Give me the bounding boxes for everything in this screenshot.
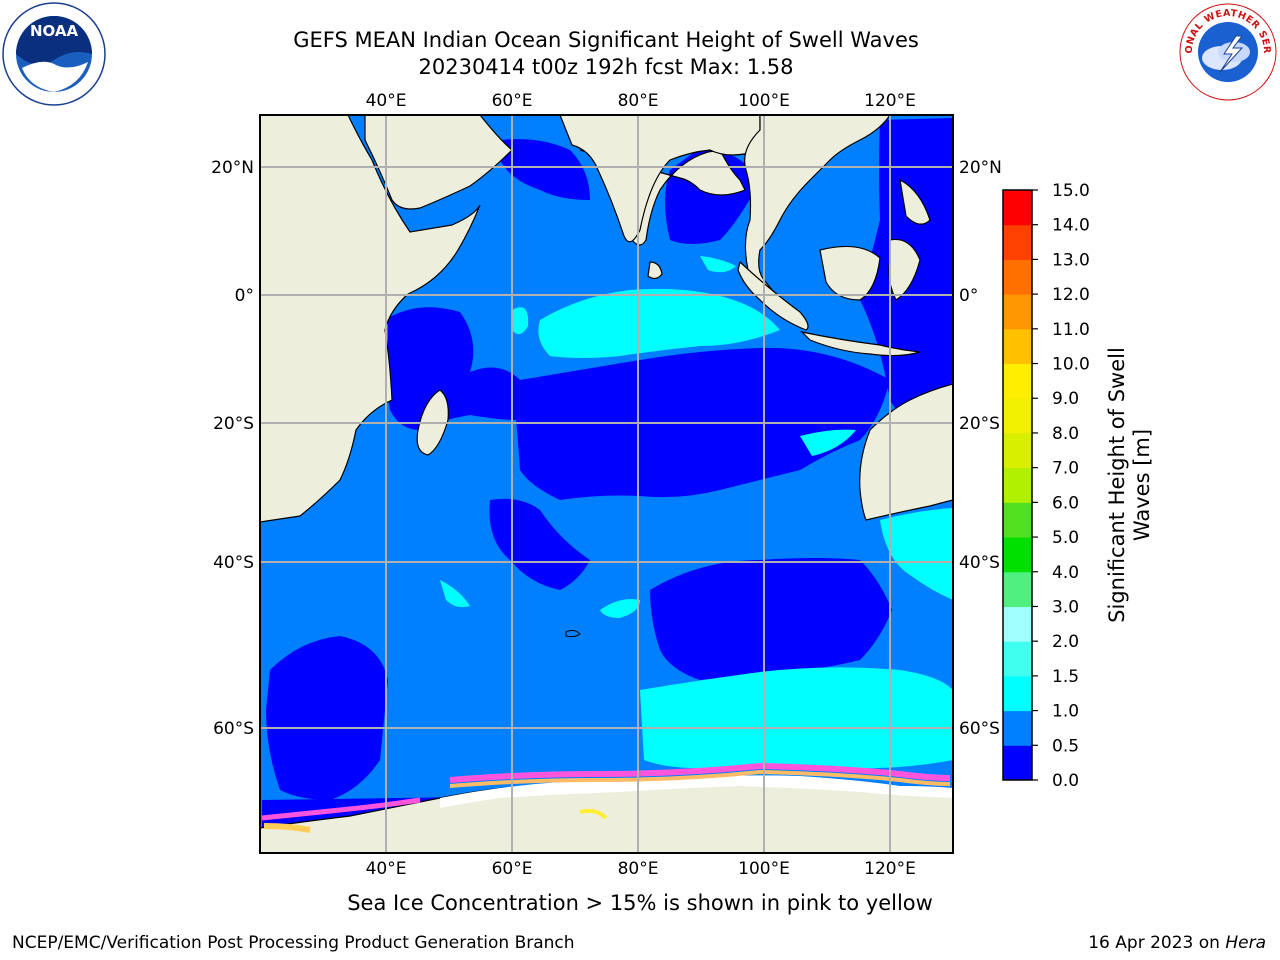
colorbar-label-4: 2.0 <box>1052 632 1079 652</box>
footer-date-text: 16 Apr 2023 on <box>1088 933 1220 953</box>
colorbar-bin-6 <box>1003 537 1032 573</box>
colorbar-title: Significant Height of Swell Waves [m] <box>1105 347 1154 623</box>
lon-tick-bottom-2: 80°E <box>618 859 659 879</box>
colorbar-bin-10 <box>1003 398 1032 434</box>
lon-tick-top-1: 60°E <box>492 91 533 111</box>
map-frame <box>259 114 954 854</box>
lon-tick-top-3: 100°E <box>738 91 790 111</box>
lon-tick-top-2: 80°E <box>618 91 659 111</box>
lon-tick-bottom-3: 100°E <box>738 859 790 879</box>
lat-tick-left-0: 20°N <box>211 158 254 178</box>
nws-seal-icon: NATIONAL WEATHER SERVICE <box>1178 2 1277 101</box>
colorbar-bin-7 <box>1003 502 1032 538</box>
colorbar-bin-16 <box>1003 190 1032 226</box>
colorbar-label-14: 12.0 <box>1052 285 1090 305</box>
lat-tick-left-2: 20°S <box>213 414 254 434</box>
footer-date: 16 Apr 2023 on Hera <box>1088 933 1266 953</box>
colorbar-label-17: 15.0 <box>1052 181 1090 201</box>
colorbar-bin-3 <box>1003 641 1032 677</box>
swell-field-mid <box>440 256 953 769</box>
lat-tick-right-3: 40°S <box>959 553 1000 573</box>
map-title: GEFS MEAN Indian Ocean Significant Heigh… <box>293 28 919 52</box>
lat-tick-labels-left: 20°N 0° 20°S 40°S 60°S <box>211 158 254 739</box>
lon-tick-top-4: 120°E <box>864 91 916 111</box>
colorbar-label-13: 11.0 <box>1052 320 1090 340</box>
colorbar-bin-4 <box>1003 606 1032 642</box>
colorbar-label-7: 5.0 <box>1052 528 1079 548</box>
colorbar-bin-12 <box>1003 328 1032 365</box>
kerguelen-outline <box>565 629 581 638</box>
colorbar: 0.0 0.5 1.0 1.5 2.0 3.0 4.0 5.0 6.0 7.0 8.0 9.0 10.0… <box>1002 181 1090 791</box>
lat-tick-left-4: 60°S <box>213 719 254 739</box>
colorbar-bin-11 <box>1003 363 1032 399</box>
colorbar-label-5: 3.0 <box>1052 597 1079 617</box>
colorbar-label-15: 13.0 <box>1052 250 1090 270</box>
graticule <box>260 115 953 853</box>
colorbar-bin-0 <box>1003 745 1032 781</box>
lat-tick-right-4: 60°S <box>959 719 1000 739</box>
lon-tick-bottom-4: 120°E <box>864 859 916 879</box>
map-subtitle: 20230414 t00z 192h fcst Max: 1.58 <box>418 55 794 79</box>
map-plot-area <box>260 115 953 853</box>
colorbar-label-12: 10.0 <box>1052 355 1090 375</box>
footer-host: Hera <box>1225 933 1266 953</box>
colorbar-label-0: 0.0 <box>1052 771 1079 791</box>
colorbar-bin-8 <box>1003 467 1032 503</box>
lon-tick-labels-bottom: 40°E 60°E 80°E 100°E 120°E <box>366 859 916 879</box>
colorbar-label-3: 1.5 <box>1052 667 1079 687</box>
colorbar-label-1: 0.5 <box>1052 736 1079 756</box>
colorbar-bin-2 <box>1003 675 1032 712</box>
land-masses <box>260 115 953 853</box>
colorbar-label-9: 7.0 <box>1052 459 1079 479</box>
noaa-seal-icon: NOAA <box>2 2 106 106</box>
colorbar-label-2: 1.0 <box>1052 702 1079 722</box>
colorbar-bin-1 <box>1003 710 1032 746</box>
colorbar-label-8: 6.0 <box>1052 493 1079 513</box>
lon-tick-bottom-1: 60°E <box>492 859 533 879</box>
sea-ice <box>261 762 953 833</box>
lon-tick-bottom-0: 40°E <box>366 859 407 879</box>
colorbar-label-16: 14.0 <box>1052 216 1090 236</box>
colorbar-frame <box>1002 189 1033 781</box>
lat-tick-left-3: 40°S <box>213 553 254 573</box>
noaa-logo-text: NOAA <box>30 22 79 40</box>
lat-tick-labels-right: 20°N 0° 20°S 40°S 60°S <box>959 158 1002 739</box>
colorbar-label-11: 9.0 <box>1052 389 1079 409</box>
colorbar-label-10: 8.0 <box>1052 424 1079 444</box>
colorbar-bin-9 <box>1003 432 1032 469</box>
lat-tick-right-2: 20°S <box>959 414 1000 434</box>
lon-tick-labels-top: 40°E 60°E 80°E 100°E 120°E <box>366 91 916 111</box>
lat-tick-right-1: 0° <box>959 286 978 306</box>
colorbar-bin-15 <box>1003 224 1032 260</box>
colorbar-bin-5 <box>1003 571 1032 607</box>
lon-tick-top-0: 40°E <box>366 91 407 111</box>
footer-credit: NCEP/EMC/Verification Post Processing Pr… <box>12 933 575 953</box>
colorbar-label-6: 4.0 <box>1052 563 1079 583</box>
sea-ice-note: Sea Ice Concentration > 15% is shown in … <box>347 891 933 915</box>
colorbar-bin-14 <box>1003 259 1032 295</box>
colorbar-bin-13 <box>1003 294 1032 330</box>
lat-tick-left-1: 0° <box>235 286 254 306</box>
lat-tick-right-0: 20°N <box>959 158 1002 178</box>
